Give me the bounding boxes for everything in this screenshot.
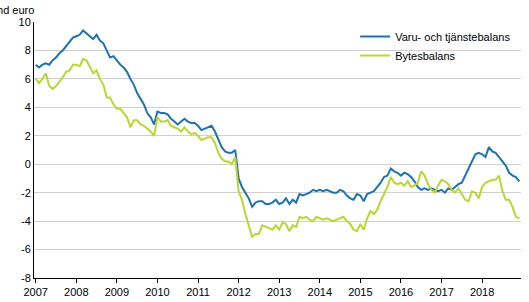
svg-text:-2: -2 bbox=[21, 187, 31, 199]
svg-text:2011: 2011 bbox=[186, 286, 210, 298]
svg-text:2012: 2012 bbox=[226, 286, 250, 298]
svg-text:-6: -6 bbox=[21, 243, 31, 255]
svg-text:-8: -8 bbox=[21, 272, 31, 284]
svg-text:2013: 2013 bbox=[267, 286, 291, 298]
svg-text:2016: 2016 bbox=[389, 286, 413, 298]
svg-text:2015: 2015 bbox=[348, 286, 372, 298]
svg-text:Bytesbalans: Bytesbalans bbox=[395, 50, 455, 62]
svg-text:8: 8 bbox=[25, 44, 31, 56]
svg-text:2017: 2017 bbox=[429, 286, 453, 298]
svg-text:2009: 2009 bbox=[105, 286, 129, 298]
svg-text:4: 4 bbox=[25, 101, 31, 113]
svg-text:6: 6 bbox=[25, 73, 31, 85]
svg-text:2014: 2014 bbox=[308, 286, 332, 298]
svg-text:md euro: md euro bbox=[0, 4, 34, 16]
svg-text:10: 10 bbox=[19, 16, 31, 28]
svg-text:Varu- och tjänstebalans: Varu- och tjänstebalans bbox=[395, 31, 510, 43]
svg-text:2: 2 bbox=[25, 130, 31, 142]
svg-text:-4: -4 bbox=[21, 215, 31, 227]
svg-text:2007: 2007 bbox=[23, 286, 47, 298]
svg-text:2010: 2010 bbox=[145, 286, 169, 298]
svg-text:2008: 2008 bbox=[64, 286, 88, 298]
svg-text:0: 0 bbox=[25, 158, 31, 170]
svg-text:2018: 2018 bbox=[470, 286, 494, 298]
